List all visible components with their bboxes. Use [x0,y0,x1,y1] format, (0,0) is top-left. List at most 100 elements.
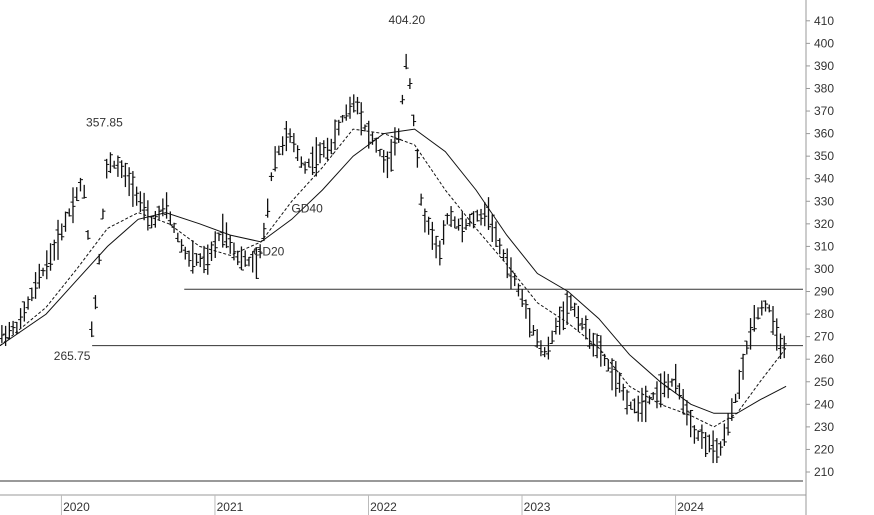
x-axis-ticks: 2020 2021 2022 2023 2024 [60,495,704,515]
ohlc-bar [497,238,503,255]
ohlc-bar [568,294,574,311]
ohlc-bar [280,136,286,156]
annotation-label: 404.20 [389,13,426,27]
ohlc-bar [0,325,5,343]
annotations: 404.20 357.85 265.75 GD40 GD20 [54,13,426,363]
ohlc-bar [508,257,514,290]
ohlc-bar [381,149,387,173]
x-tick-label: 2020 [63,500,90,514]
y-tick-label: 380 [814,81,834,95]
ohlc-bar [179,239,185,253]
ohlc-bar [310,146,316,176]
ohlc-bar [661,371,667,398]
ohlc-bar [736,369,742,400]
y-tick-label: 280 [814,307,834,321]
ohlc-bar [646,395,652,405]
y-tick-label: 370 [814,104,834,118]
ohlc-bar [744,340,750,355]
ohlc-bar [388,139,394,172]
y-tick-label: 240 [814,397,834,411]
ohlc-bar [688,409,694,438]
ohlc-bar [538,340,544,357]
ohlc-bar [695,430,701,441]
ohlc-bar [317,142,323,164]
ohlc-bar [605,359,611,372]
ohlc-bar [594,333,600,359]
ohlc-bar [613,361,619,397]
ohlc-bar [253,247,259,280]
ohlc-bar [632,398,638,414]
y-tick-label: 270 [814,330,834,344]
annotation-label: 265.75 [54,349,91,363]
ohlc-bar [89,321,95,338]
ohlc-bar [194,253,200,266]
annotation-label: 357.85 [86,115,123,129]
ohlc-bar [40,267,46,277]
ohlc-bar [763,300,769,312]
ohlc-bar [710,430,716,464]
ohlc-bar [29,287,35,302]
ohlc-bar [418,193,424,206]
ohlc-bar [703,432,709,457]
ohlc-bar [268,172,274,182]
ohlc-bar [774,318,780,351]
ohlc-bar [227,235,233,254]
ohlc-bar [343,104,349,121]
ohlc-bar [272,146,278,172]
ohlc-bar [235,250,241,266]
ohlc-bar [560,301,566,331]
ohlc-bar [332,119,338,151]
ohlc-bar [740,353,746,380]
ohlc-bar [340,114,346,123]
y-tick-label: 330 [814,194,834,208]
ohlc-bar [635,395,641,422]
ohlc-bar [137,191,143,213]
ohlc-bar [33,272,39,299]
ohlc-bar [36,263,42,289]
ohlc-bar [171,222,177,233]
ohlc-bar [590,332,596,357]
ohlc-bar [486,197,492,230]
ohlc-bar [175,232,181,243]
ohlc-bar [680,389,686,415]
ohlc-bar [231,242,237,261]
ohlc-bar [59,223,65,241]
ohlc-bar [156,205,162,220]
ohlc-bar [325,137,331,161]
ohlc-bar [287,128,293,143]
ohlc-bar [238,246,244,271]
ohlc-bar [748,318,754,350]
ohlc-bar [220,213,226,248]
y-tick-label: 260 [814,352,834,366]
ohlc-bar [164,192,170,219]
ohlc-bar [190,240,196,274]
ohlc-bar [770,306,776,335]
y-tick-label: 400 [814,36,834,50]
annotation-label: GD40 [291,202,323,216]
ohlc-bar [777,333,783,360]
ohlc-bar [751,305,757,332]
ohlc-bar [620,383,626,401]
ohlc-bar [643,385,649,423]
ohlc-bar [122,162,128,188]
ohlc-bar [437,240,443,266]
ohlc-bar [25,296,31,310]
ohlc-bar [403,53,409,70]
ohlc-bar [474,209,480,222]
ohlc-bar [21,301,27,322]
ohlc-bar [257,244,263,259]
ohlc-bar [66,208,72,217]
ohlc-bar [519,289,525,308]
ohlc-bar [639,387,645,422]
ohlc-bar [115,155,121,177]
reference-lines [0,288,803,482]
ohlc-bar [624,389,630,415]
ohlc-bar [396,128,402,143]
ohlc-bar [18,308,24,328]
ohlc-bar [92,295,98,310]
ohlc-bar [399,94,405,105]
x-tick-label: 2024 [677,500,704,514]
ohlc-bar [575,305,581,332]
ohlc-bar [759,300,765,316]
ohlc-bar [85,230,91,240]
